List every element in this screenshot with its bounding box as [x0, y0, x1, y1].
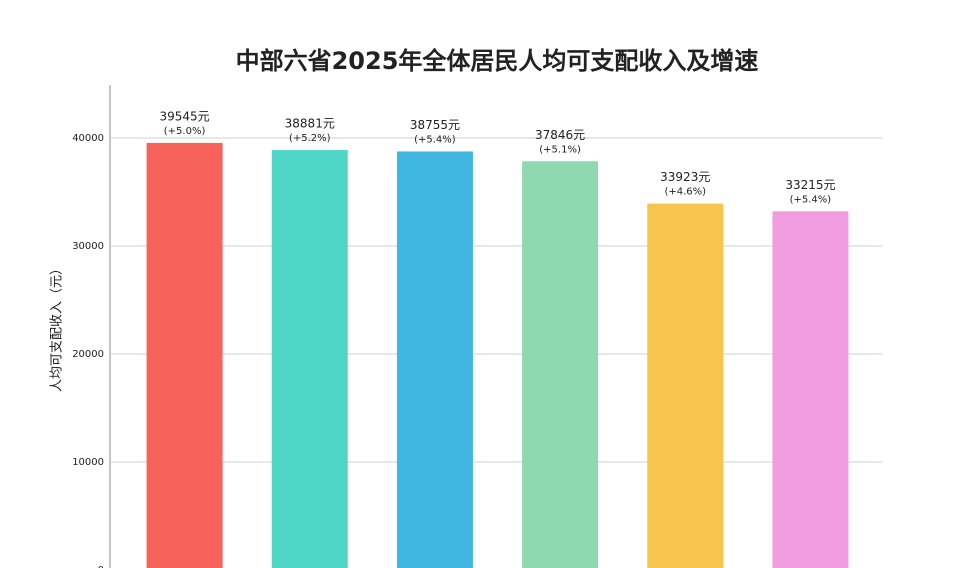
value-label: 38755元 — [410, 118, 460, 132]
growth-label: (+5.4%) — [414, 134, 456, 145]
value-label: 33215元 — [785, 178, 835, 192]
bar — [271, 150, 348, 568]
bar — [396, 151, 473, 568]
growth-label: (+5.2%) — [289, 133, 331, 144]
bar — [647, 203, 724, 568]
growth-label: (+5.0%) — [164, 126, 206, 137]
value-label: 37846元 — [535, 128, 585, 142]
bar — [146, 142, 223, 568]
y-tick-label: 0 — [98, 565, 104, 568]
growth-label: (+5.1%) — [539, 144, 581, 155]
y-tick-label: 10000 — [72, 457, 104, 468]
growth-label: (+5.4%) — [790, 194, 832, 205]
y-tick-label: 20000 — [72, 349, 104, 360]
value-label: 33923元 — [660, 170, 710, 184]
growth-label: (+4.6%) — [664, 187, 706, 198]
y-axis-label: 人均可支配收入（元） — [50, 262, 65, 392]
bar — [772, 211, 849, 568]
value-label: 38881元 — [285, 117, 335, 131]
y-tick-label: 40000 — [72, 133, 104, 144]
y-tick-label: 30000 — [72, 241, 104, 252]
chart-title: 中部六省2025年全体居民人均可支配收入及增速 — [236, 47, 759, 75]
bar — [522, 161, 599, 568]
value-label: 39545元 — [159, 109, 209, 123]
